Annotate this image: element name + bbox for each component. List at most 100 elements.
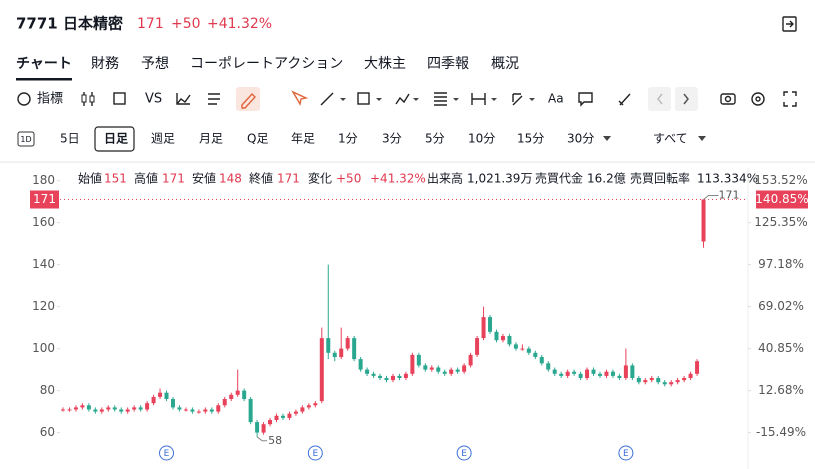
candle-body [546,363,551,370]
info-value: 1,021.39万 [467,172,532,186]
last-pct-label: 140.85% [755,192,808,206]
y-tick-label: 100 [32,341,55,355]
info-value: 151 [104,172,127,186]
candle-body [274,415,279,420]
vs-button[interactable]: VS [145,92,162,107]
candle-body [598,373,603,376]
candle-body [410,354,415,374]
tab[interactable]: 予想 [141,56,169,72]
y2-tick-label: 69.02% [758,299,804,313]
candle-body [591,369,596,374]
candle-body [643,380,648,383]
fullscreen-icon[interactable] [783,91,797,107]
interval[interactable]: 30分 [567,132,594,146]
candle-body [255,422,260,433]
interval[interactable]: 週足 [151,132,175,146]
event-label[interactable]: E [164,449,170,459]
candle-body [630,365,635,378]
camera-icon[interactable] [720,93,736,105]
candle-body [682,378,687,381]
comment-icon[interactable] [578,92,593,107]
text-button[interactable]: Aa [548,92,564,106]
candle-body [339,348,344,357]
info-value: 113.334% [697,172,758,186]
tab[interactable]: チャート [16,56,72,72]
interval[interactable]: 年足 [291,132,315,146]
settings-icon[interactable] [751,92,765,106]
event-marker[interactable] [618,445,634,461]
candle-body [604,371,609,376]
event-marker[interactable] [456,445,472,461]
candle-body [416,354,421,366]
dropdown-arrow[interactable] [603,136,611,141]
list-icon[interactable] [208,93,220,105]
candle-body [429,367,434,370]
candle-body [248,399,253,423]
event-label[interactable]: E [623,449,629,459]
event-label[interactable]: E [312,449,318,459]
candle-body [500,336,505,341]
tab[interactable]: 概況 [491,56,519,72]
exit-icon[interactable] [782,16,797,32]
candle-body [67,409,72,411]
chart-icon[interactable] [176,93,191,105]
candle-body [572,371,577,374]
candle-body [61,409,65,411]
candle-body [494,331,499,341]
interval[interactable]: 5分 [425,132,445,146]
cursor-icon[interactable] [291,90,309,106]
indicator-button[interactable]: 指標 [37,92,63,107]
candle-body [610,371,615,376]
candle-body [423,365,428,370]
candle-body [358,359,363,370]
candle-body [209,409,214,412]
candle-body [319,338,324,402]
info-value: 16.2億 [587,172,626,186]
candle-body [365,369,370,374]
interval[interactable]: 15分 [517,132,544,146]
tab[interactable]: 大株主 [364,56,406,72]
candle-body [636,378,641,383]
toolbar: 指標 VS Aa [17,87,797,111]
interval-selected[interactable] [94,126,135,152]
candle-body [488,317,493,332]
eraser-icon[interactable] [618,93,631,106]
interval[interactable]: 1分 [338,132,358,146]
interval[interactable]: 月足 [199,132,223,146]
candle-body [119,409,124,412]
indicator-icon[interactable] [17,92,31,106]
tab[interactable]: 財務 [91,56,119,72]
candle-body [520,348,525,350]
candle-body [280,415,285,418]
interval[interactable]: 5日 [60,132,80,146]
bar-icon[interactable] [113,92,126,105]
price: 171 [137,16,164,32]
event-marker[interactable] [159,445,175,461]
tab[interactable]: コーポレートアクション [190,56,343,72]
interval[interactable]: すべて [653,132,688,146]
interval-1d-box[interactable] [17,131,35,147]
tab[interactable]: 四季報 [427,56,469,72]
event-label[interactable]: E [461,449,467,459]
y2-tick-label: 153.52% [754,173,807,187]
dropdown-arrow[interactable] [698,136,706,141]
interval[interactable]: 1D [20,135,31,144]
interval[interactable]: Q足 [247,132,268,146]
candle-body [203,409,208,412]
event-marker[interactable] [307,445,323,461]
interval[interactable]: 3分 [382,132,402,146]
interval[interactable]: 日足 [104,132,128,146]
candle-body [695,361,700,374]
interval[interactable]: 10分 [468,132,495,146]
candle-body [268,420,273,425]
redo-button[interactable] [675,87,698,111]
candle-body [216,405,221,412]
candle-body [306,405,311,408]
candle-body [138,407,143,410]
undo-button[interactable] [648,87,671,111]
candle-body [623,365,628,378]
low-pointer [256,436,268,442]
candle-body [112,407,117,410]
candle-body [513,344,518,349]
candle-body [196,411,201,413]
